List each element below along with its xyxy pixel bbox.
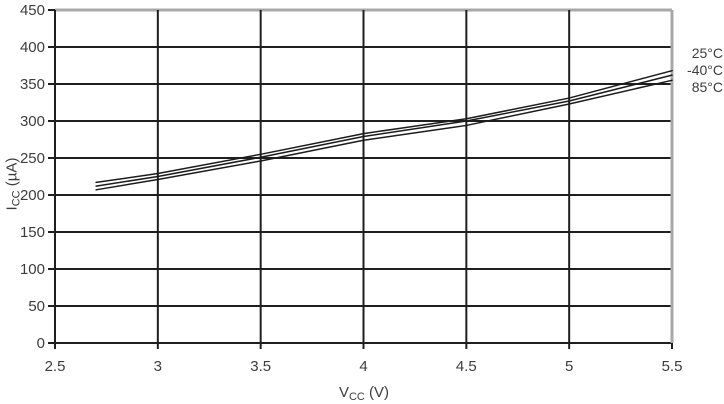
x-axis-label: VCC (V) <box>339 384 389 403</box>
y-axis-label-subscript: CC <box>10 190 23 207</box>
svg-text:100: 100 <box>20 261 45 278</box>
y-axis-label-unit: (µA) <box>3 157 21 187</box>
svg-text:450: 450 <box>20 2 45 19</box>
svg-text:0: 0 <box>37 335 45 352</box>
x-axis-label-symbol: V <box>338 384 349 401</box>
y-axis-label-symbol: I <box>3 206 21 211</box>
svg-text:350: 350 <box>20 76 45 93</box>
svg-text:4.5: 4.5 <box>456 358 477 375</box>
svg-text:3.5: 3.5 <box>250 358 271 375</box>
x-axis-label-subscript: CC <box>348 391 365 403</box>
legend-entry-minus40c: -40°C <box>687 62 723 78</box>
svg-text:50: 50 <box>28 298 45 315</box>
svg-text:250: 250 <box>20 150 45 167</box>
y-axis-label: ICC (µA) <box>4 158 23 211</box>
legend-entry-85c: 85°C <box>691 79 723 95</box>
legend-entry-25c: 25°C <box>691 45 723 61</box>
svg-text:5.5: 5.5 <box>662 358 683 375</box>
svg-text:3: 3 <box>154 358 162 375</box>
svg-text:400: 400 <box>20 39 45 56</box>
svg-text:200: 200 <box>20 187 45 204</box>
svg-text:300: 300 <box>20 113 45 130</box>
legend: 25°C -40°C 85°C <box>653 45 723 96</box>
x-axis-label-unit: (V) <box>369 384 390 401</box>
svg-text:150: 150 <box>20 224 45 241</box>
svg-text:5: 5 <box>565 358 573 375</box>
svg-text:4: 4 <box>359 358 367 375</box>
svg-text:2.5: 2.5 <box>45 358 66 375</box>
